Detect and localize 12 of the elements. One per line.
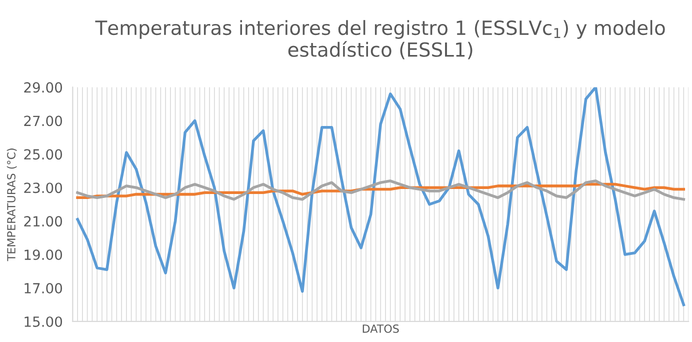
y-tick-label: 15.00	[24, 316, 62, 327]
y-tick-label: 19.00	[24, 250, 62, 260]
y-axis-title: TEMPERATURAS (°C)	[6, 148, 17, 262]
y-tick-label: 29.00	[24, 82, 62, 93]
x-axis-title: DATOS	[362, 324, 399, 333]
y-tick-label: 23.00	[24, 182, 62, 194]
y-tick-label: 17.00	[24, 282, 62, 294]
y-tick-label: 21.00	[24, 216, 62, 227]
chart-title: Temperaturas interiores del registro 1 (ESSLVc$_{1}$) y modelo estadístico (ESSL1)	[95, 20, 665, 60]
line-series	[76, 87, 686, 306]
y-tick-label: 25.00	[24, 149, 62, 160]
y-tick-label: 27.00	[24, 116, 62, 126]
